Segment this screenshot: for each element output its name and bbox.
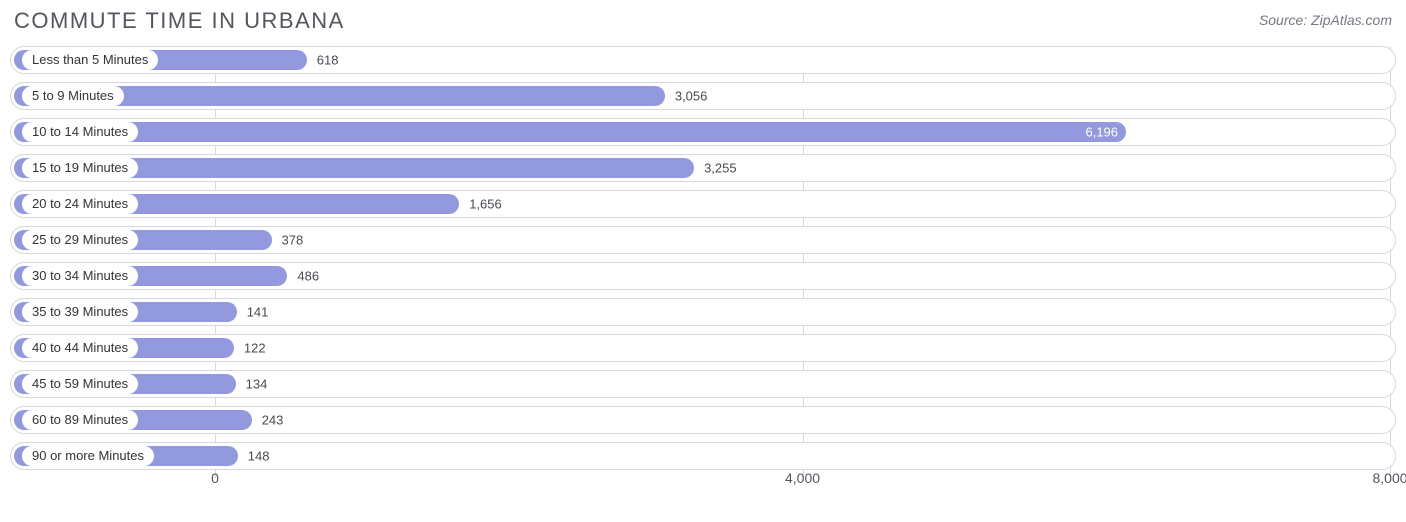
bar: 35 to 39 Minutes xyxy=(14,302,237,322)
bar-value-label: 243 xyxy=(262,413,284,428)
bar-category-label: 30 to 34 Minutes xyxy=(22,266,138,286)
bar-value-label: 378 xyxy=(282,233,304,248)
bar-category-label: 90 or more Minutes xyxy=(22,446,154,466)
bar-value-label: 3,056 xyxy=(675,89,708,104)
bar-category-label: Less than 5 Minutes xyxy=(22,50,158,70)
bar-category-label: 35 to 39 Minutes xyxy=(22,302,138,322)
bar-track: 10 to 14 Minutes 6,196 xyxy=(10,118,1396,146)
bar-track: 3,255 15 to 19 Minutes xyxy=(10,154,1396,182)
bar-track: 148 90 or more Minutes xyxy=(10,442,1396,470)
bar: 25 to 29 Minutes xyxy=(14,230,272,250)
bar-value-label: 148 xyxy=(248,449,270,464)
bar-value-label: 486 xyxy=(297,269,319,284)
bar-value-label: 618 xyxy=(317,53,339,68)
bar-category-label: 5 to 9 Minutes xyxy=(22,86,124,106)
bar-value-label: 141 xyxy=(247,305,269,320)
bar: 45 to 59 Minutes xyxy=(14,374,236,394)
bar: 10 to 14 Minutes 6,196 xyxy=(14,122,1126,142)
bar-value-label: 3,255 xyxy=(704,161,737,176)
bar: Less than 5 Minutes xyxy=(14,50,307,70)
bar-track: 618 Less than 5 Minutes xyxy=(10,46,1396,74)
bar-value-label: 6,196 xyxy=(1085,125,1118,140)
x-axis-tick-label: 4,000 xyxy=(785,470,820,486)
bar: 30 to 34 Minutes xyxy=(14,266,287,286)
bar-category-label: 25 to 29 Minutes xyxy=(22,230,138,250)
bar-value-label: 134 xyxy=(246,377,268,392)
bar-value-label: 1,656 xyxy=(469,197,502,212)
bar-track: 122 40 to 44 Minutes xyxy=(10,334,1396,362)
bar-category-label: 15 to 19 Minutes xyxy=(22,158,138,178)
bar: 60 to 89 Minutes xyxy=(14,410,252,430)
bar-track: 1,656 20 to 24 Minutes xyxy=(10,190,1396,218)
bar-category-label: 10 to 14 Minutes xyxy=(22,122,138,142)
bar-track: 486 30 to 34 Minutes xyxy=(10,262,1396,290)
chart-title: COMMUTE TIME IN URBANA xyxy=(14,8,345,34)
bar-category-label: 60 to 89 Minutes xyxy=(22,410,138,430)
bars-holder: 618 Less than 5 Minutes 3,056 5 to 9 Minute… xyxy=(10,46,1396,478)
chart-header: COMMUTE TIME IN URBANA Source: ZipAtlas.… xyxy=(10,8,1396,34)
bar-track: 378 25 to 29 Minutes xyxy=(10,226,1396,254)
plot-area: 618 Less than 5 Minutes 3,056 5 to 9 Minute… xyxy=(10,46,1396,486)
bar: 20 to 24 Minutes xyxy=(14,194,459,214)
bar-track: 243 60 to 89 Minutes xyxy=(10,406,1396,434)
bar: 15 to 19 Minutes xyxy=(14,158,694,178)
chart-container: COMMUTE TIME IN URBANA Source: ZipAtlas.… xyxy=(0,0,1406,522)
bar-category-label: 20 to 24 Minutes xyxy=(22,194,138,214)
bar-track: 134 45 to 59 Minutes xyxy=(10,370,1396,398)
bar-category-label: 40 to 44 Minutes xyxy=(22,338,138,358)
bar-category-label: 45 to 59 Minutes xyxy=(22,374,138,394)
bar: 90 or more Minutes xyxy=(14,446,238,466)
bar-track: 3,056 5 to 9 Minutes xyxy=(10,82,1396,110)
bar: 5 to 9 Minutes xyxy=(14,86,665,106)
chart-source: Source: ZipAtlas.com xyxy=(1259,12,1392,28)
x-axis-tick-label: 0 xyxy=(211,470,219,486)
x-axis-tick-label: 8,000 xyxy=(1372,470,1406,486)
bar-value-label: 122 xyxy=(244,341,266,356)
bar-track: 141 35 to 39 Minutes xyxy=(10,298,1396,326)
bar: 40 to 44 Minutes xyxy=(14,338,234,358)
